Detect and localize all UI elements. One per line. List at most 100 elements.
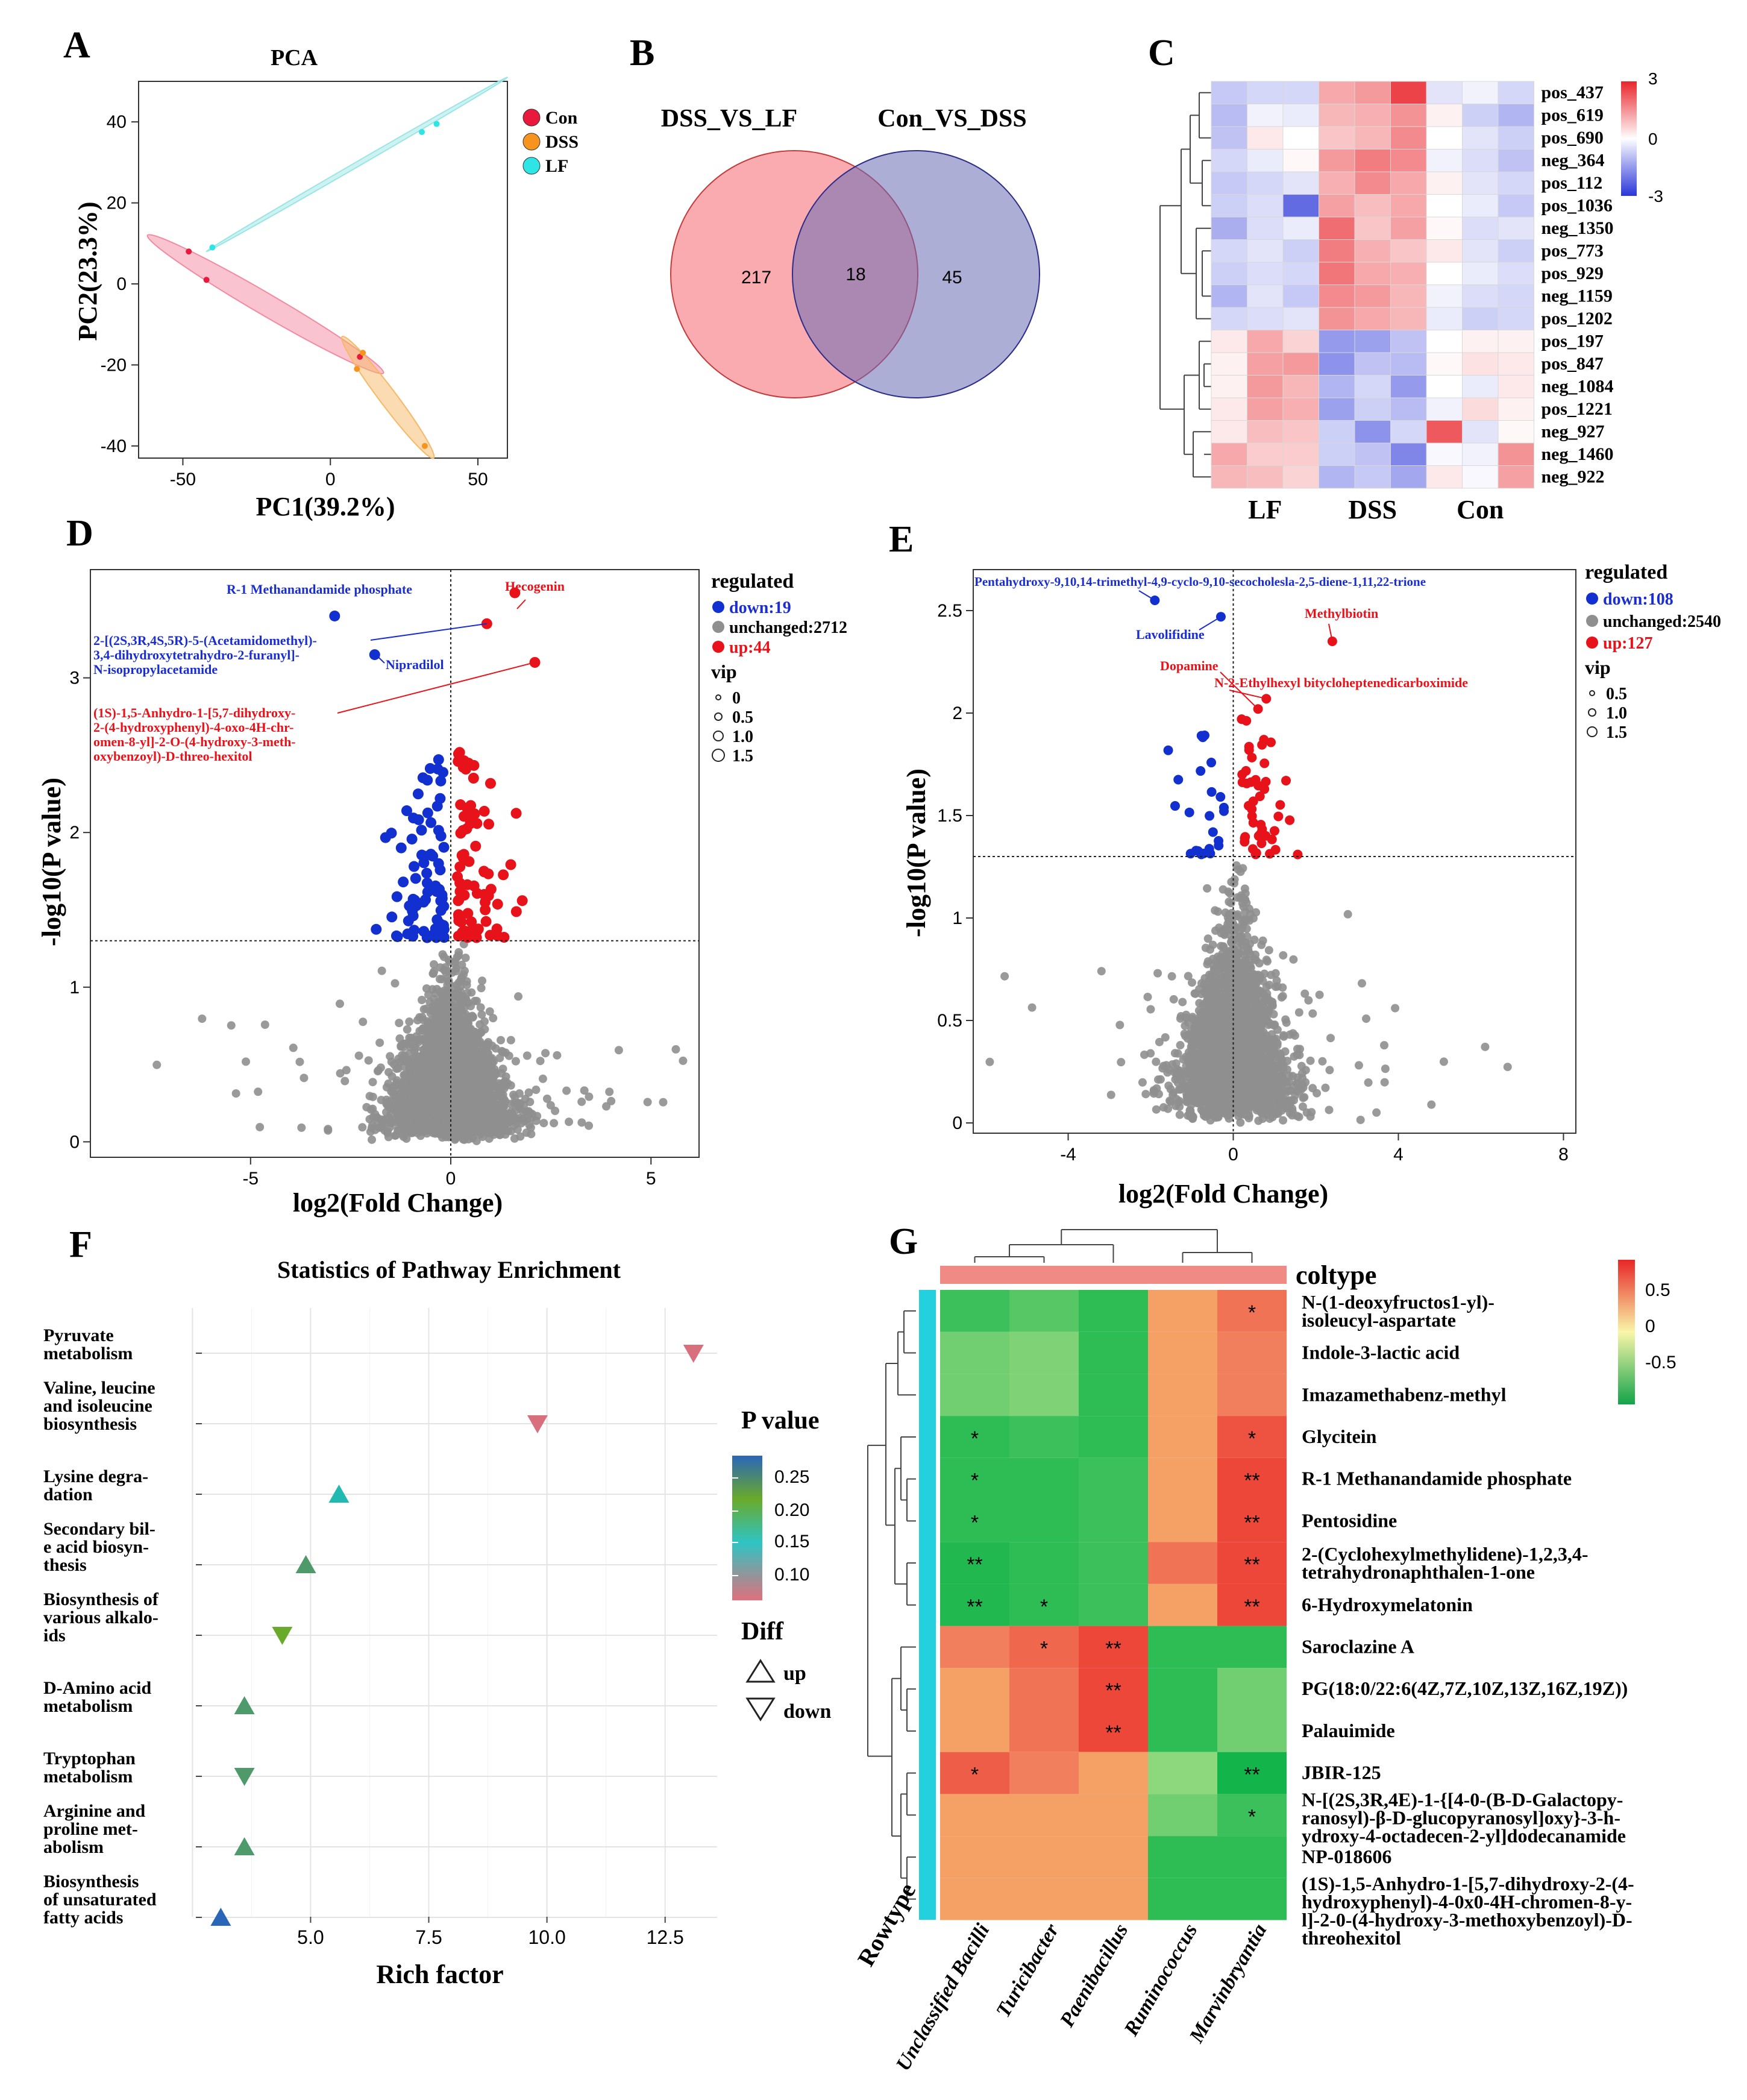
pca-point-dss	[354, 366, 360, 373]
volcano-d-y-label: -log10(P value)	[37, 778, 66, 946]
d-up-point	[516, 895, 528, 907]
volcano-e-axis-ticks: -4 0 4 800.511.522.5	[937, 601, 1569, 1165]
d-unchanged-point	[430, 967, 439, 976]
heatmap-c-cell	[1426, 262, 1463, 285]
heatmap-c-cell	[1319, 149, 1355, 172]
e-unchanged-point	[1288, 1029, 1297, 1038]
d-unchanged-point	[438, 1107, 447, 1116]
heatmap-c-cell	[1247, 442, 1284, 466]
e-unchanged-point	[1362, 1014, 1371, 1023]
heatmap-c-cell	[1462, 352, 1499, 376]
e-unchanged-point	[1325, 1105, 1334, 1114]
heatmap-c-cell	[1354, 442, 1391, 466]
pca-x-tick-label: 50	[468, 470, 488, 489]
d-down-point	[398, 876, 409, 888]
d-unchanged-point	[453, 1057, 462, 1066]
e-x-tick-label: 8	[1558, 1145, 1569, 1165]
pca-legend-label-dss: DSS	[545, 132, 579, 152]
heatmap-c-legend-tick: 3	[1648, 69, 1658, 88]
d-down-point	[390, 930, 402, 942]
heatmap-c-cell	[1282, 397, 1319, 421]
venn-count-only-2: 45	[942, 268, 962, 288]
e-unchanged-point	[1372, 1108, 1381, 1117]
d-up-point	[478, 888, 490, 900]
d-unchanged-point	[417, 1035, 426, 1044]
heatmap-c-cell	[1426, 465, 1463, 489]
heatmap-c-cell	[1354, 149, 1391, 172]
d-unchanged-point	[671, 1045, 680, 1054]
volcano-d-annotations: R-1 Methanandamide phosphate Hecogenin2-[…	[93, 579, 565, 764]
d-unchanged-point	[498, 1048, 507, 1057]
heatmap-c-cell	[1247, 397, 1284, 421]
venn-set2-label: Con_VS_DSS	[877, 105, 1026, 133]
e-unchanged-point	[1318, 1057, 1327, 1066]
d-down-point	[401, 805, 412, 817]
d-down-point	[421, 867, 433, 879]
d-unchanged-point	[577, 1118, 586, 1127]
heatmap-c-cell	[1462, 375, 1499, 398]
volcano-d-unchanged-points	[152, 940, 688, 1145]
d-annotation-label: (1S)-1,5-Anhydro-1-[5,7-dihydroxy-	[93, 705, 295, 720]
d-unchanged-point	[605, 1087, 614, 1096]
d-up-point	[460, 764, 472, 775]
d-unchanged-point	[461, 954, 470, 963]
pca-point-lf	[433, 121, 440, 127]
heatmap-c-cell	[1462, 397, 1499, 421]
heatmap-c-cell	[1498, 397, 1534, 421]
d-unchanged-point	[522, 1051, 532, 1060]
e-unchanged-point	[1146, 1049, 1155, 1058]
d-unchanged-point	[424, 990, 433, 999]
d-legend-vip-title: vip	[711, 661, 737, 682]
d-up-point	[468, 773, 479, 784]
d-unchanged-point	[514, 992, 523, 1001]
volcano-d-threshold-lines	[90, 570, 699, 1157]
heatmap-c-cell	[1390, 216, 1427, 240]
heatmap-c-cell	[1211, 216, 1247, 240]
venn-count-only-1: 217	[741, 268, 771, 288]
e-unchanged-point	[1190, 989, 1199, 998]
d-unchanged-point	[538, 1074, 547, 1083]
e-y-tick-label: 1	[952, 908, 962, 928]
d-unchanged-point	[241, 1057, 250, 1066]
heatmap-c-row-label: pos_1202	[1542, 309, 1613, 329]
d-unchanged-point	[466, 1050, 475, 1059]
heatmap-c-cell	[1211, 442, 1247, 466]
d-unchanged-point	[423, 1024, 432, 1033]
e-unchanged-point	[1278, 992, 1287, 1001]
e-unchanged-point	[1178, 998, 1187, 1007]
e-unchanged-point	[1233, 893, 1242, 902]
heatmap-c-cell	[1426, 307, 1463, 330]
d-unchanged-point	[476, 1003, 485, 1012]
d-down-point	[438, 923, 450, 935]
heatmap-c-cell	[1390, 194, 1427, 218]
heatmap-c-cell	[1319, 216, 1355, 240]
d-annotation-label: N-isopropylacetamide	[93, 662, 218, 677]
e-unchanged-point	[1153, 969, 1162, 978]
heatmap-c-row-label: pos_690	[1542, 128, 1604, 148]
d-unchanged-point	[384, 1067, 394, 1077]
heatmap-c-cell	[1390, 81, 1427, 104]
d-unchanged-point	[454, 1021, 463, 1030]
d-unchanged-point	[679, 1056, 688, 1065]
e-x-tick-label: 0	[1228, 1145, 1238, 1165]
d-legend-down: down:19	[729, 599, 791, 617]
e-unchanged-point	[1427, 1100, 1436, 1109]
heatmap-c-cell	[1319, 194, 1355, 218]
heatmap-c-cell	[1462, 420, 1499, 444]
d-annotation-label: Hecogenin	[505, 579, 565, 594]
heatmap-c-cells	[1211, 81, 1534, 489]
pca-legend-dot-lf	[522, 157, 541, 175]
heatmap-c-cell	[1211, 330, 1247, 353]
heatmap-c-cell	[1354, 330, 1391, 353]
d-unchanged-point	[397, 1121, 406, 1130]
d-unchanged-point	[368, 1078, 377, 1087]
d-up-point	[454, 861, 466, 873]
heatmap-c-cell	[1282, 126, 1319, 149]
d-unchanged-point	[433, 1127, 442, 1136]
d-unchanged-point	[442, 1014, 451, 1023]
d-unchanged-point	[489, 1014, 498, 1023]
d-unchanged-point	[434, 1049, 444, 1058]
e-unchanged-point	[1242, 924, 1251, 933]
heatmap-c-cell	[1247, 149, 1284, 172]
heatmap-c-cell	[1319, 285, 1355, 308]
